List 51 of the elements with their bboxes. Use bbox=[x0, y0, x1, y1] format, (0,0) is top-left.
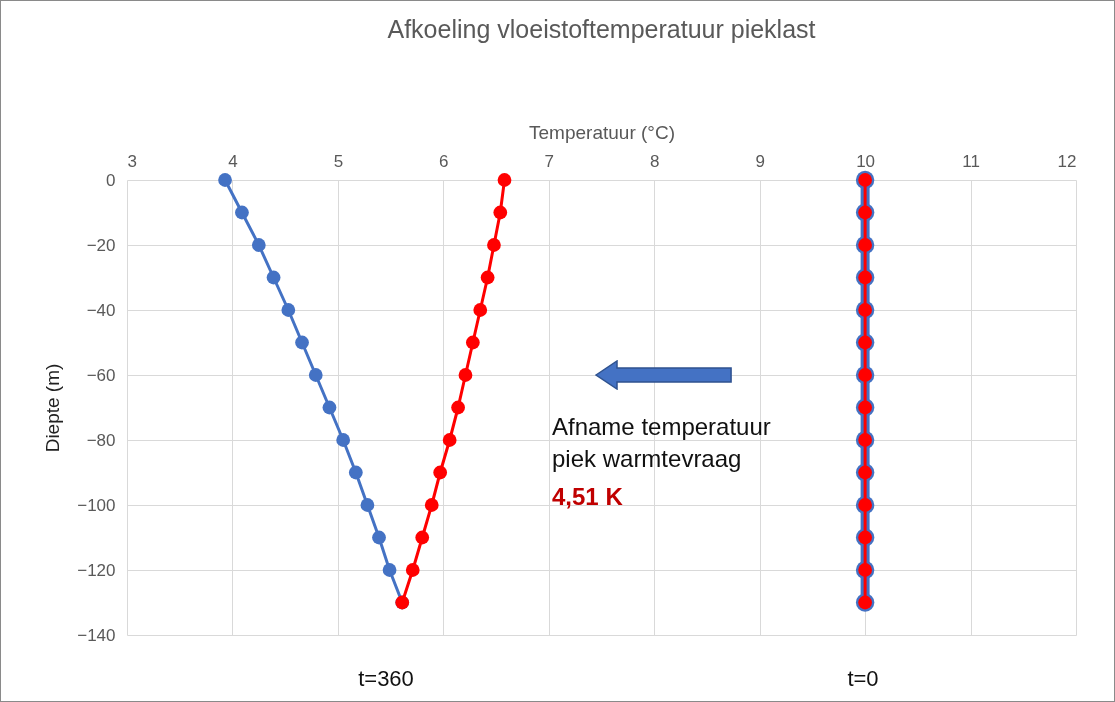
y-tick-label: 0 bbox=[106, 170, 116, 190]
chart-title: Afkoeling vloeistoftemperatuur pieklast bbox=[387, 15, 816, 43]
x-tick-label: 4 bbox=[228, 151, 238, 171]
y-tick-label: −20 bbox=[86, 235, 116, 255]
point bbox=[281, 303, 296, 317]
point bbox=[415, 530, 430, 545]
point bbox=[493, 205, 508, 220]
x-tick-label: 12 bbox=[1057, 151, 1077, 171]
point bbox=[465, 335, 480, 350]
annotation: 4,51 K bbox=[552, 483, 624, 510]
y-tick-label: −100 bbox=[77, 495, 116, 515]
x-tick-label: 3 bbox=[127, 151, 137, 171]
annotation: Afname temperatuur piek warmtevraag bbox=[552, 413, 771, 472]
y-tick-label: −80 bbox=[86, 430, 116, 450]
point bbox=[405, 563, 420, 577]
point bbox=[266, 270, 281, 285]
point bbox=[235, 205, 249, 220]
point bbox=[322, 400, 337, 415]
point bbox=[295, 335, 309, 350]
point bbox=[251, 238, 266, 252]
point bbox=[473, 303, 488, 317]
point bbox=[433, 465, 448, 480]
y-tick-label: −60 bbox=[86, 365, 116, 385]
y-tick-label: −140 bbox=[77, 625, 116, 645]
point bbox=[451, 400, 465, 415]
y-axis-title: Diepte (m) bbox=[42, 363, 64, 453]
x-tick-label: 8 bbox=[649, 151, 660, 171]
x-tick-label: 10 bbox=[856, 151, 876, 171]
x-tick-label: 6 bbox=[439, 151, 449, 171]
y-tick-label: −40 bbox=[86, 300, 116, 320]
x-tick-label: 11 bbox=[962, 151, 980, 171]
x-axis-title: Temperatuur (°C) bbox=[529, 121, 675, 143]
point bbox=[497, 173, 512, 187]
y-tick-label: −120 bbox=[77, 560, 116, 580]
text: t=360 bbox=[358, 666, 414, 691]
point bbox=[424, 498, 439, 512]
point bbox=[218, 173, 232, 187]
x-tick-label: 5 bbox=[333, 151, 344, 171]
point bbox=[336, 433, 351, 447]
point bbox=[382, 563, 397, 577]
point bbox=[360, 498, 375, 512]
point bbox=[372, 530, 386, 545]
text: t=0 bbox=[847, 666, 879, 691]
x-tick-label: 9 bbox=[755, 151, 765, 171]
x-tick-label: 7 bbox=[544, 151, 555, 171]
point bbox=[458, 368, 473, 382]
point bbox=[308, 368, 323, 382]
point bbox=[487, 238, 501, 252]
point bbox=[442, 433, 457, 447]
point bbox=[480, 270, 495, 285]
point bbox=[348, 465, 363, 480]
